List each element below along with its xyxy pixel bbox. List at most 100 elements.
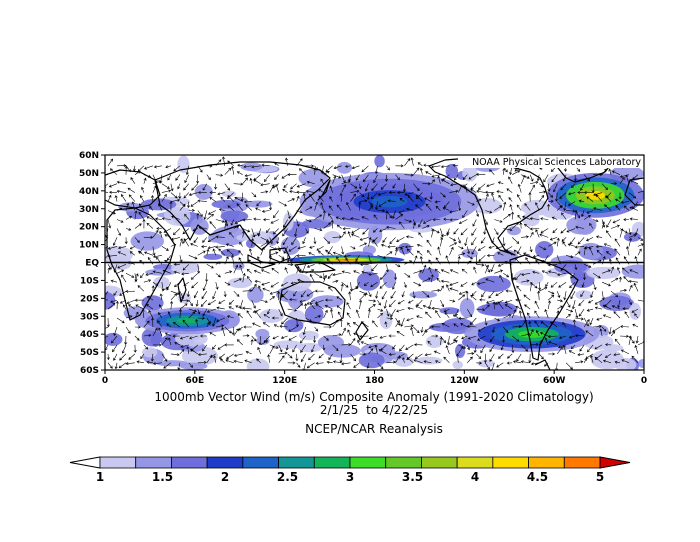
wind-arrow (251, 192, 257, 198)
wind-arrow (589, 223, 594, 229)
wind-arrow (558, 281, 567, 288)
credit-label: NOAA Physical Sciences Laboratory (472, 157, 641, 168)
wind-arrow (119, 299, 127, 304)
wind-arrow (107, 246, 118, 250)
wind-arrow (155, 217, 162, 221)
wind-arrow (379, 228, 387, 232)
wind-arrow (152, 362, 162, 366)
wind-arrow (164, 234, 172, 238)
wind-arrow (314, 289, 324, 293)
wind-arrow (517, 183, 522, 193)
wind-arrow (113, 291, 118, 296)
wind-arrow (125, 215, 132, 220)
wind-arrow (471, 281, 477, 286)
wind-arrow (437, 175, 441, 184)
wind-arrow (197, 250, 206, 256)
wind-arrow (288, 326, 297, 332)
wind-arrow (637, 299, 644, 303)
colorbar-high-triangle (599, 456, 631, 469)
wind-arrow (314, 299, 324, 305)
wind-arrow (586, 308, 594, 312)
wind-arrow (207, 246, 216, 250)
anomaly-region-south-pacific (518, 330, 546, 338)
wind-arrow (453, 228, 459, 235)
wind-arrow (583, 191, 594, 195)
wind-arrow (548, 341, 558, 346)
wind-arrow (346, 201, 351, 211)
wind-arrow (225, 243, 234, 247)
wind-arrow (623, 205, 630, 211)
wind-arrow (578, 308, 585, 317)
wind-arrow (351, 165, 360, 170)
lat-tick-label: 30N (79, 205, 99, 215)
wind-arrow (210, 353, 216, 358)
wind-arrow (161, 353, 168, 362)
wind-arrow (593, 192, 603, 196)
wind-arrow (614, 248, 621, 256)
wind-arrow (278, 201, 288, 207)
wind-arrow (237, 163, 243, 167)
wind-arrow (471, 237, 477, 246)
wind-arrow (222, 156, 226, 166)
wind-arrow (134, 298, 144, 302)
wind-arrow (152, 327, 158, 337)
wind-arrow (466, 324, 477, 328)
wind-arrow (300, 335, 306, 344)
wind-arrow (611, 305, 621, 310)
wind-arrow (233, 278, 242, 283)
anomaly-patch (623, 232, 641, 242)
wind-arrow (572, 319, 576, 328)
wind-arrow (569, 237, 576, 245)
wind-arrow (392, 282, 396, 290)
wind-arrow (134, 273, 139, 283)
wind-arrow (502, 237, 506, 247)
wind-arrow (511, 309, 517, 319)
wind-arrow (170, 243, 177, 247)
wind-arrow (137, 165, 145, 172)
wind-arrow (387, 199, 396, 203)
wind-arrow (202, 237, 208, 243)
wind-arrow (577, 190, 585, 195)
wind-arrow (371, 183, 378, 192)
wind-arrow (227, 195, 235, 202)
wind-arrow (380, 183, 387, 190)
wind-arrow (467, 255, 473, 260)
wind-arrow (332, 360, 342, 364)
wind-arrow (105, 228, 109, 238)
wind-arrow (246, 310, 252, 319)
anomaly-patch (356, 271, 381, 291)
lat-tick-label: 20N (79, 223, 99, 233)
anomaly-patch (105, 332, 123, 346)
wind-arrow (492, 301, 496, 310)
wind-arrow (544, 309, 549, 319)
wind-arrow (156, 226, 162, 231)
wind-arrow (390, 308, 396, 318)
wind-arrow (485, 264, 490, 274)
wind-arrow (593, 207, 603, 211)
wind-arrow (551, 216, 558, 220)
wind-arrow (224, 343, 234, 347)
wind-arrow (143, 344, 149, 350)
wind-arrow (420, 326, 424, 333)
wind-arrow (109, 168, 118, 175)
wind-arrow (251, 335, 257, 342)
wind-arrow (620, 349, 630, 355)
wind-arrow (332, 235, 342, 239)
wind-arrow (449, 246, 454, 256)
wind-arrow (287, 173, 297, 177)
colorbar-swatch (349, 456, 387, 469)
wind-arrow (494, 228, 499, 236)
wind-arrow (530, 342, 539, 346)
wind-arrow (396, 237, 405, 242)
wind-arrow (306, 290, 315, 297)
wind-arrow (498, 353, 504, 359)
anomaly-patch (221, 190, 237, 198)
wind-arrow (396, 330, 405, 337)
wind-arrow (287, 198, 295, 202)
wind-arrow (380, 344, 387, 351)
wind-arrow (548, 290, 555, 295)
wind-arrow (431, 334, 439, 338)
wind-arrow (489, 335, 495, 343)
wind-arrow (278, 255, 285, 259)
wind-arrow (539, 233, 549, 238)
